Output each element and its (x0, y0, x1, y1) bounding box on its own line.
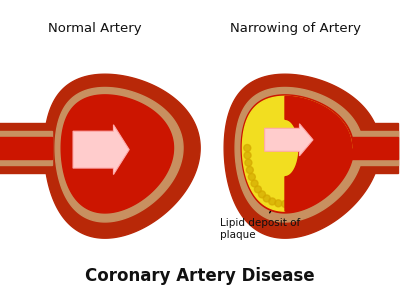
Polygon shape (338, 137, 398, 159)
Text: Lipid deposit of
plaque: Lipid deposit of plaque (220, 196, 300, 240)
Circle shape (246, 167, 253, 173)
Circle shape (245, 159, 252, 166)
Polygon shape (235, 88, 363, 222)
Polygon shape (61, 95, 174, 213)
Circle shape (282, 200, 288, 207)
Polygon shape (0, 137, 52, 159)
Polygon shape (55, 88, 183, 222)
Polygon shape (0, 123, 57, 173)
Polygon shape (285, 96, 352, 211)
Polygon shape (242, 96, 352, 211)
Polygon shape (224, 74, 380, 238)
Polygon shape (0, 131, 52, 165)
Circle shape (275, 200, 282, 207)
Circle shape (244, 152, 251, 159)
Text: Coronary Artery Disease: Coronary Artery Disease (85, 267, 315, 285)
Polygon shape (44, 74, 200, 238)
Text: Normal Artery: Normal Artery (48, 22, 142, 35)
Text: Narrowing of Artery: Narrowing of Artery (230, 22, 360, 35)
Circle shape (251, 180, 258, 187)
Circle shape (244, 145, 251, 152)
Circle shape (269, 198, 276, 205)
Circle shape (248, 173, 255, 181)
Circle shape (254, 186, 262, 193)
FancyArrow shape (73, 125, 129, 175)
Circle shape (263, 195, 270, 202)
Circle shape (258, 191, 266, 198)
FancyArrow shape (265, 124, 313, 156)
Polygon shape (333, 123, 398, 173)
Polygon shape (338, 131, 398, 165)
Polygon shape (241, 95, 354, 213)
